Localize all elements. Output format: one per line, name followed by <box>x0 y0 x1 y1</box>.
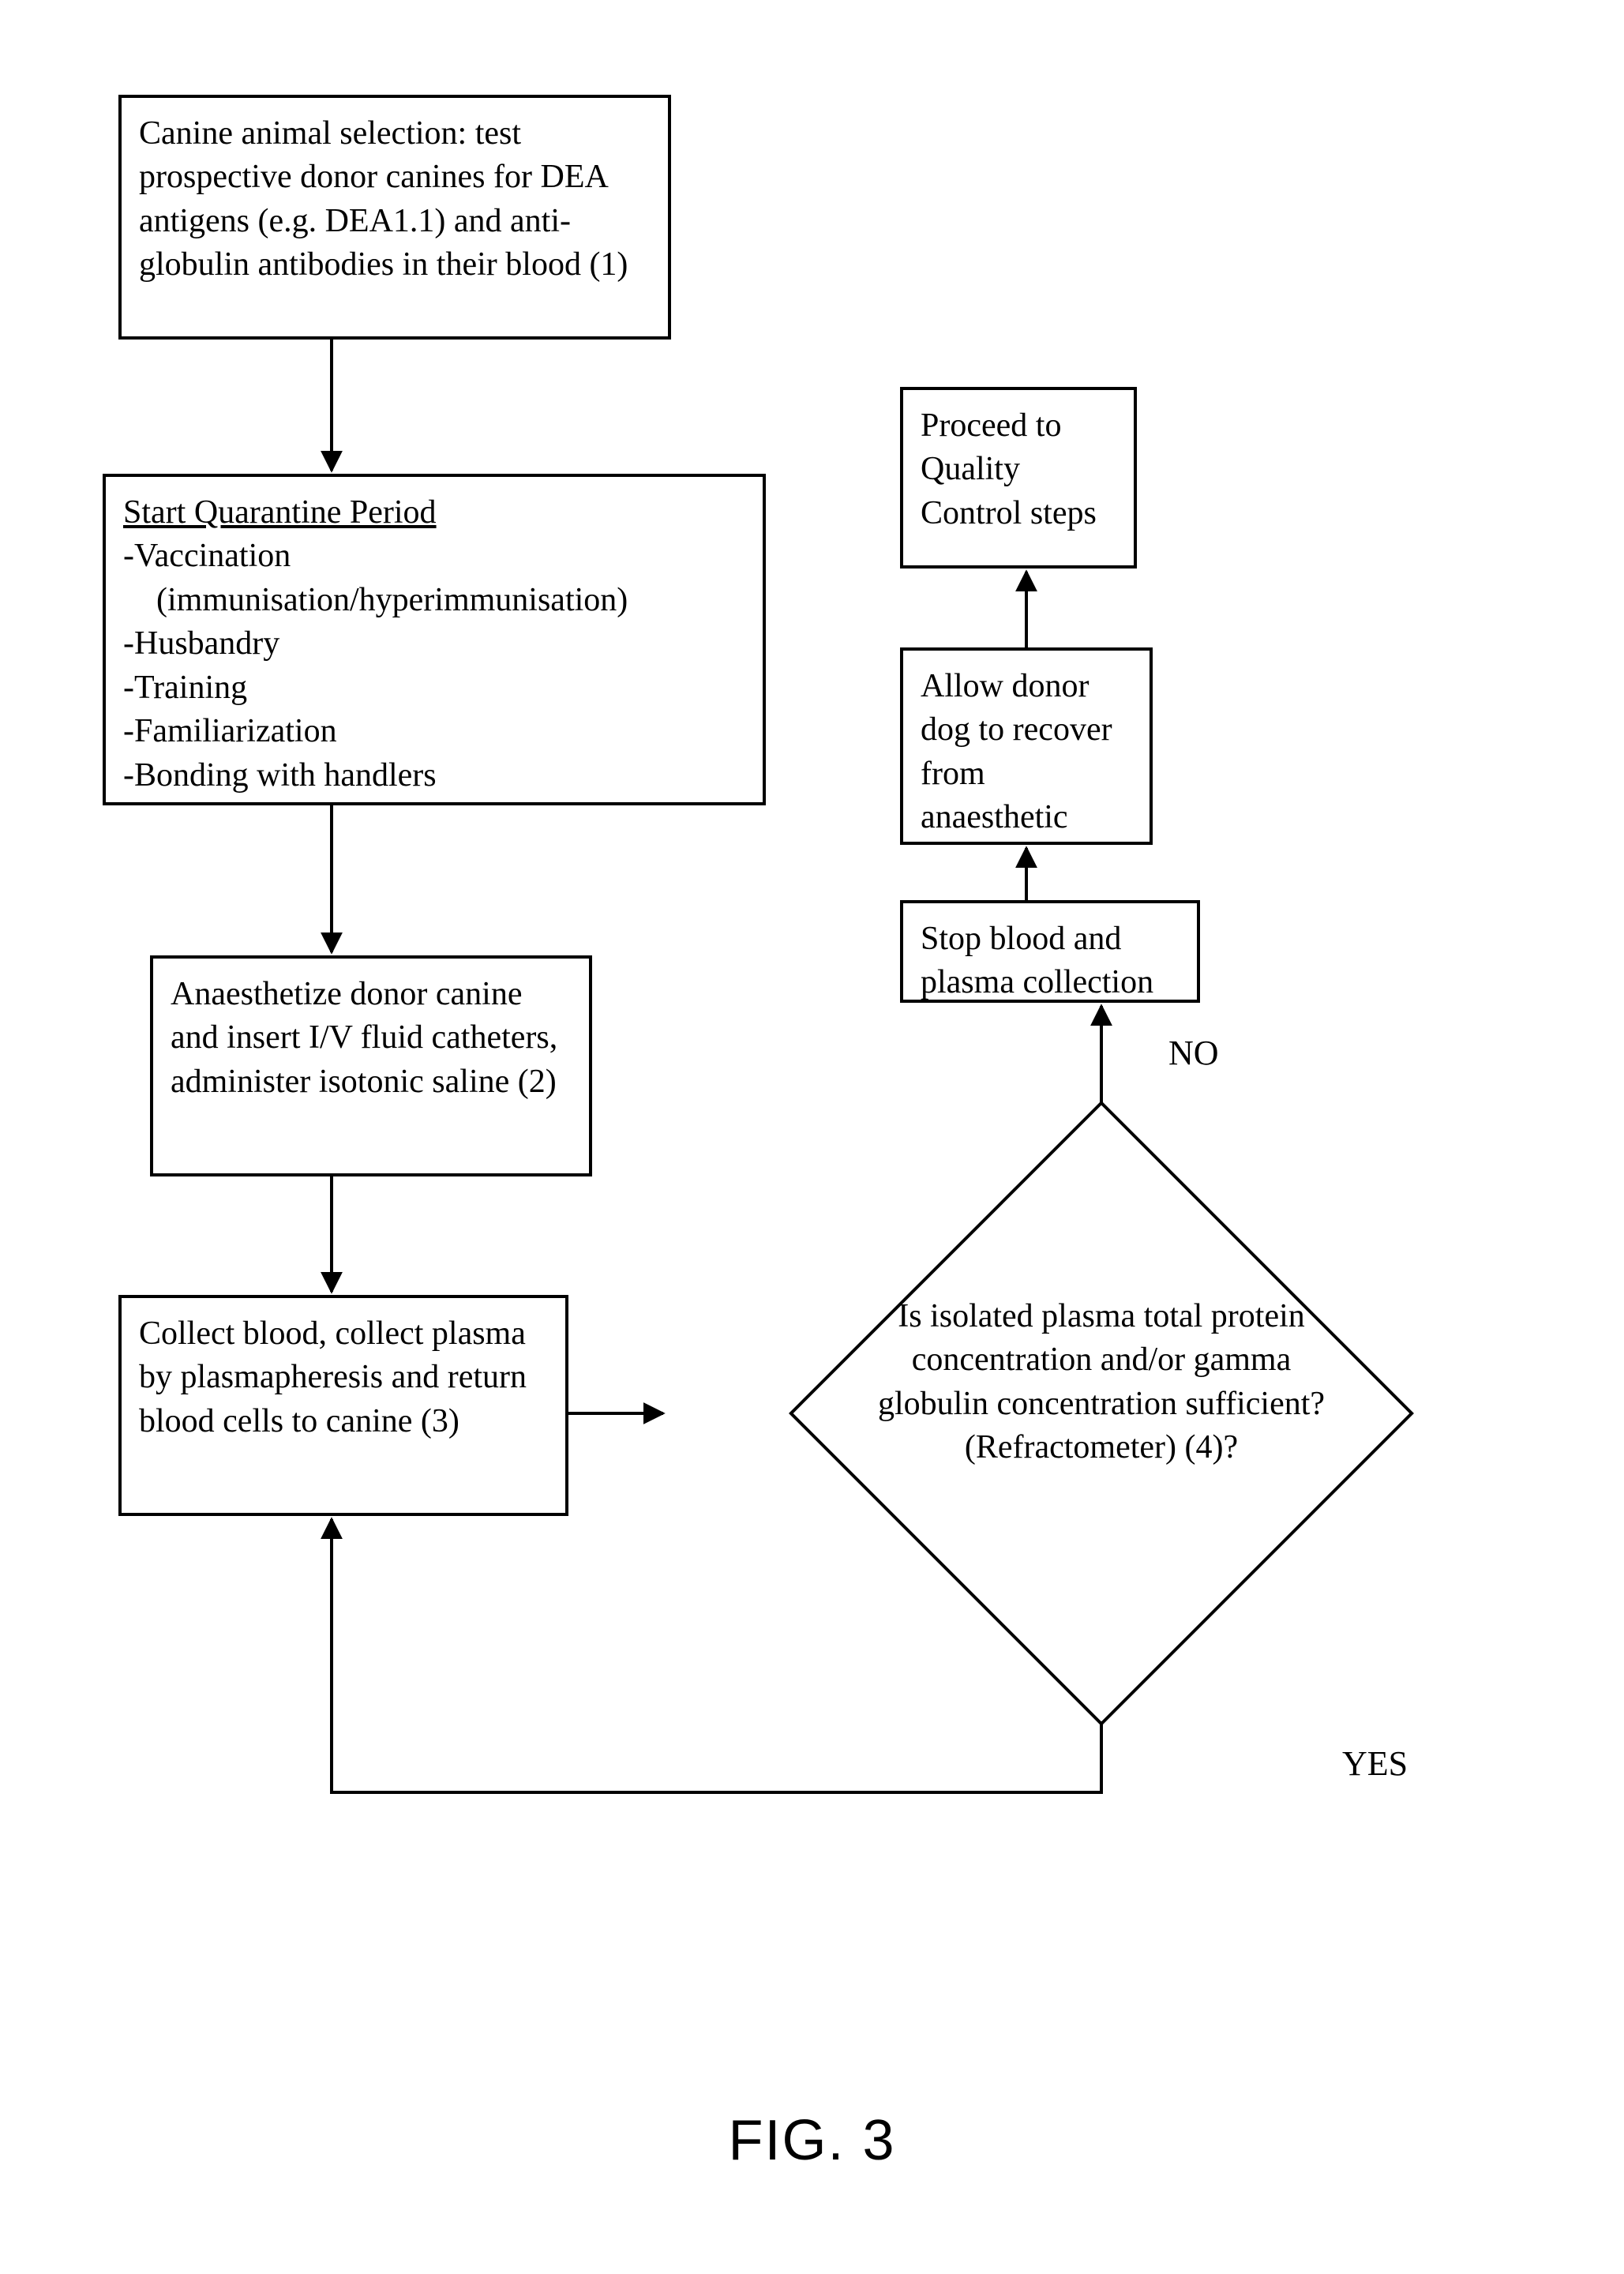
node-text: Anaesthetize donor canine and insert I/V… <box>171 976 557 1100</box>
node-proceed-qc: Proceed to Quality Control steps <box>900 387 1137 568</box>
node-text: Stop blood and plasma collection <box>921 921 1153 1000</box>
node-text: Canine animal selection: test prospectiv… <box>139 115 628 283</box>
edge-label-no: NO <box>1168 1034 1219 1072</box>
node-collect-blood: Collect blood, collect plasma by plasmap… <box>118 1295 568 1516</box>
node-anaesthetize: Anaesthetize donor canine and insert I/V… <box>150 955 592 1176</box>
node-line: -Vaccination <box>123 538 291 574</box>
node-animal-selection: Canine animal selection: test prospectiv… <box>118 95 671 340</box>
node-line: -Bonding with handlers <box>123 757 437 794</box>
node-text: Proceed to Quality Control steps <box>921 407 1097 531</box>
node-title: Start Quarantine Period <box>123 494 437 531</box>
node-allow-recover: Allow donor dog to recover from anaesthe… <box>900 647 1153 845</box>
node-quarantine-period: Start Quarantine Period -Vaccination (im… <box>103 474 766 805</box>
edge-label-yes: YES <box>1342 1745 1408 1783</box>
node-text: Is isolated plasma total protein concent… <box>865 1295 1338 1470</box>
node-line: -Training <box>123 670 247 706</box>
figure-caption: FIG. 3 <box>0 2108 1624 2173</box>
node-text: Allow donor dog to recover from anaesthe… <box>921 668 1112 835</box>
node-line: (immunisation/hyperimmunisation) <box>123 582 628 618</box>
node-decision-protein: Is isolated plasma total protein concent… <box>663 1098 1540 1729</box>
node-line: -Husbandry <box>123 625 279 662</box>
node-text: Collect blood, collect plasma by plasmap… <box>139 1315 527 1439</box>
flowchart-canvas: Canine animal selection: test prospectiv… <box>0 0 1624 2274</box>
node-line: -Familiarization <box>123 713 337 749</box>
node-stop-collection: Stop blood and plasma collection <box>900 900 1200 1003</box>
